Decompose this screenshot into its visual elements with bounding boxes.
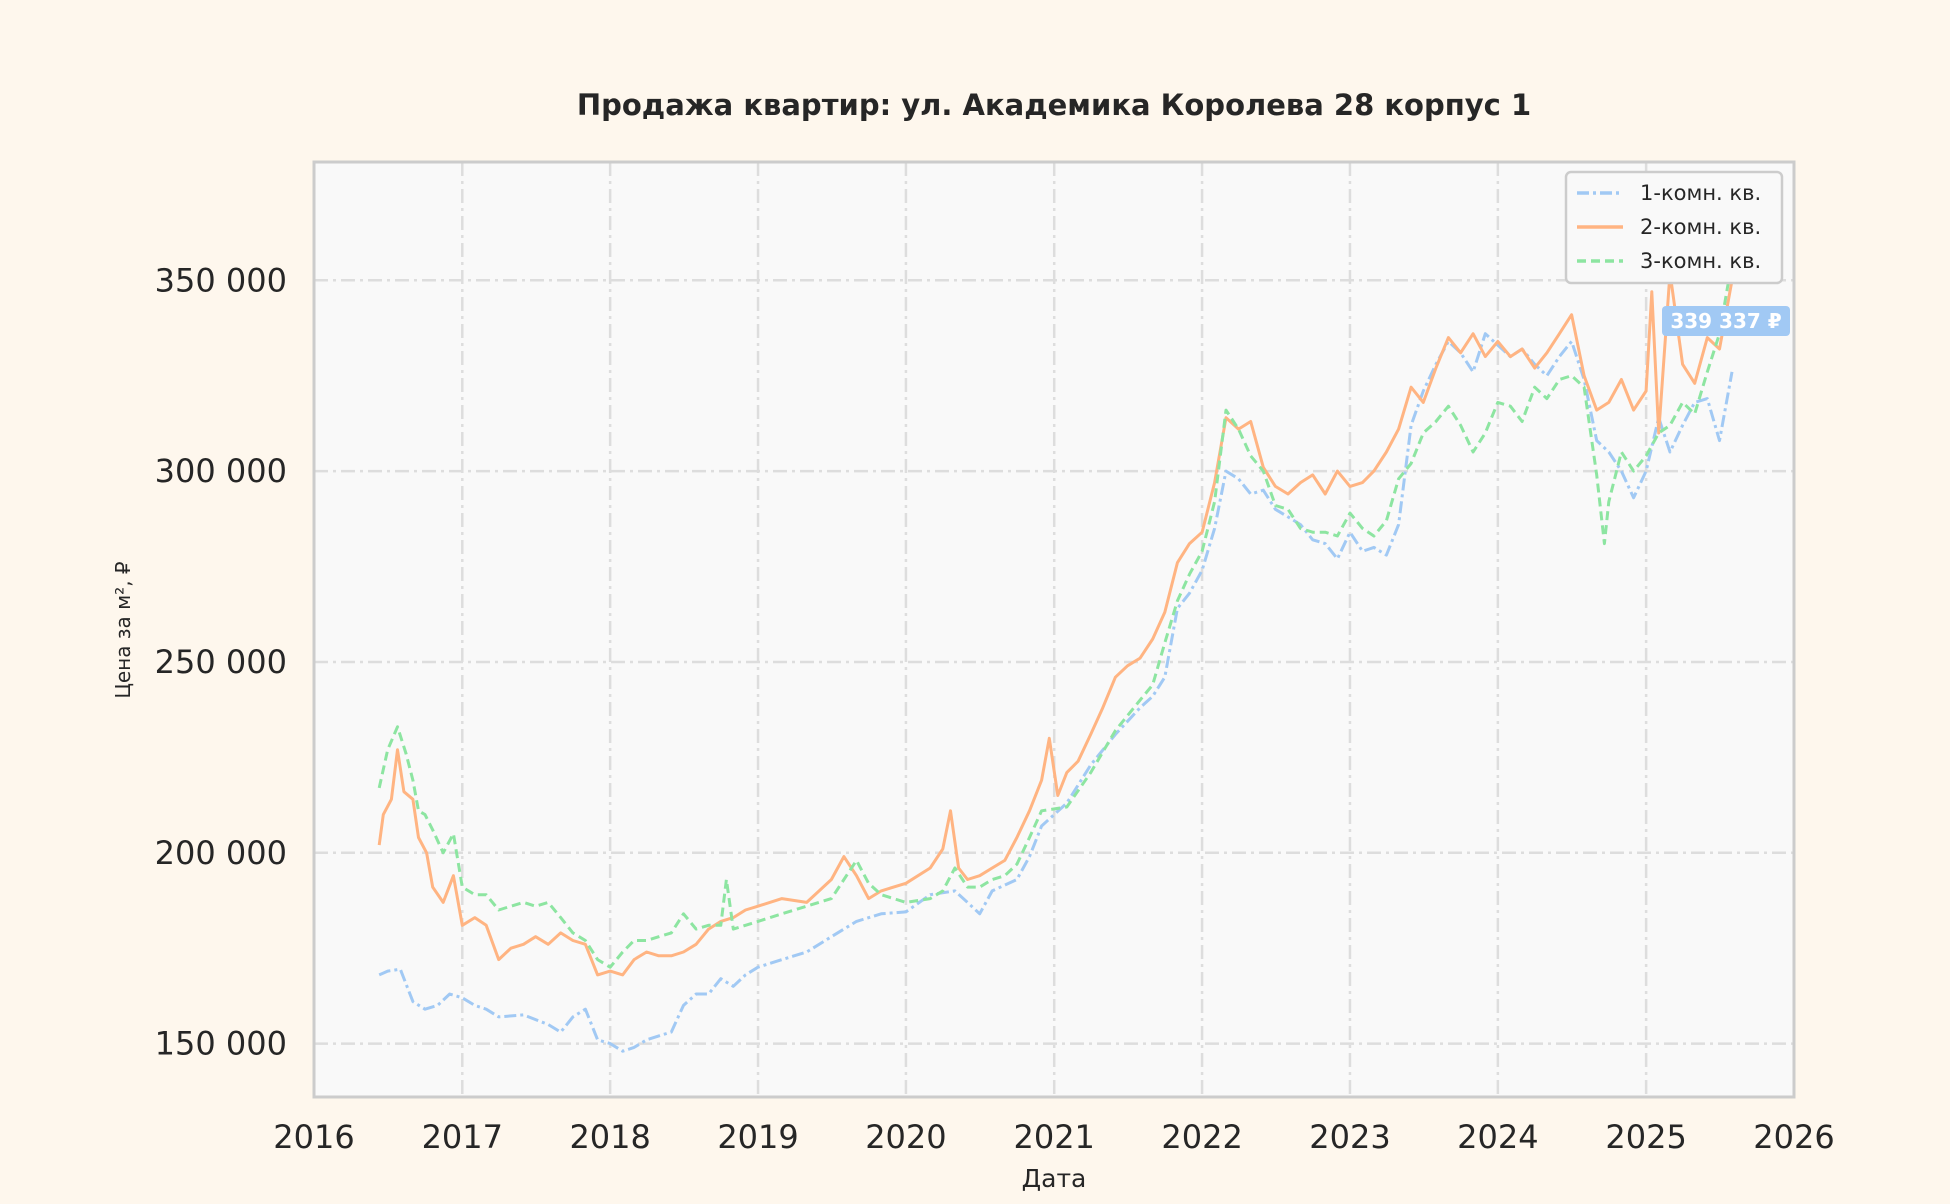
legend-label: 2-комн. кв. [1640,215,1761,239]
x-tick-labels: 2016 2017 2018 2019 2020 2021 2022 2023 2024 2025… [273,1118,1834,1156]
y-tick-labels: 150 000 200 000 250 000 300 000 350 000 [155,261,287,1062]
y-axis-label: Цена за м², ₽ [111,561,135,699]
x-tick-label: 2025 [1605,1118,1686,1156]
y-tick-label: 150 000 [155,1025,287,1063]
y-tick-label: 350 000 [155,261,287,299]
x-tick-label: 2017 [422,1118,503,1156]
x-tick-label: 2026 [1753,1118,1834,1156]
x-tick-label: 2021 [1013,1118,1094,1156]
y-tick-label: 200 000 [155,834,287,872]
last-value-annotation: 339 337 ₽ [1662,306,1790,336]
y-tick-label: 250 000 [155,643,287,681]
annotation-badge [1662,306,1790,336]
x-tick-label: 2024 [1457,1118,1538,1156]
x-tick-label: 2023 [1309,1118,1390,1156]
x-tick-label: 2016 [273,1118,354,1156]
series-layer [377,260,1734,1053]
plot-frame [312,160,1796,1099]
legend: 1-комн. кв. 2-комн. кв. 3-комн. кв. [1564,170,1784,285]
legend-box [1564,170,1784,285]
chart-title: Продажа квартир: ул. Академика Королева … [577,88,1531,122]
x-tick-label: 2022 [1161,1118,1242,1156]
x-tick-label: 2018 [569,1118,650,1156]
legend-label: 1-комн. кв. [1640,181,1761,205]
annotation-label: 339 337 ₽ [1670,309,1781,333]
y-tick-label: 300 000 [155,452,287,490]
series-line-3 [377,260,1734,969]
x-axis-label: Дата [1022,1164,1087,1193]
x-tick-label: 2019 [717,1118,798,1156]
series-line-2 [377,271,1734,977]
x-tick-label: 2020 [865,1118,946,1156]
legend-label: 3-комн. кв. [1640,249,1761,273]
